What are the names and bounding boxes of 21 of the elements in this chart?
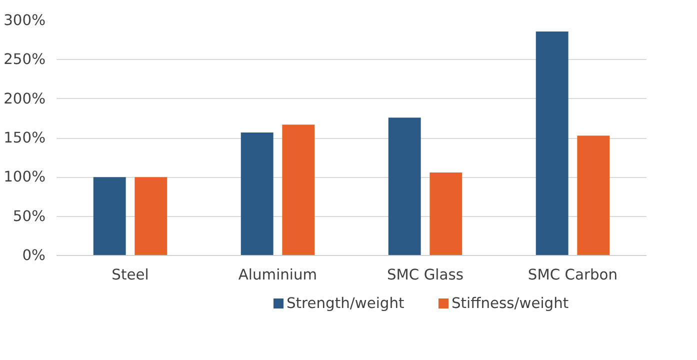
y-tick-label: 300% bbox=[4, 12, 46, 29]
y-tick-label: 50% bbox=[12, 208, 46, 225]
x-tick-label: SMC Carbon bbox=[528, 266, 618, 284]
legend-label: Strength/weight bbox=[286, 295, 405, 312]
bar bbox=[240, 132, 274, 256]
x-tick-label: Aluminium bbox=[238, 266, 318, 284]
bar bbox=[282, 124, 315, 256]
bar bbox=[388, 118, 421, 256]
x-tick-label: SMC Glass bbox=[386, 266, 464, 284]
y-tick-label: 150% bbox=[4, 130, 46, 146]
bar bbox=[93, 177, 126, 256]
bar bbox=[577, 136, 610, 256]
y-tick-label: 200% bbox=[4, 90, 46, 108]
y-tick-label: 0% bbox=[22, 247, 46, 264]
x-tick-label: Steel bbox=[112, 266, 149, 284]
bar bbox=[536, 31, 568, 256]
y-tick-label: 250% bbox=[4, 51, 46, 68]
legend-label: Stiffness/weight bbox=[452, 295, 569, 312]
bar bbox=[430, 172, 462, 256]
bar bbox=[134, 177, 168, 256]
y-tick-label: 100% bbox=[4, 168, 46, 186]
